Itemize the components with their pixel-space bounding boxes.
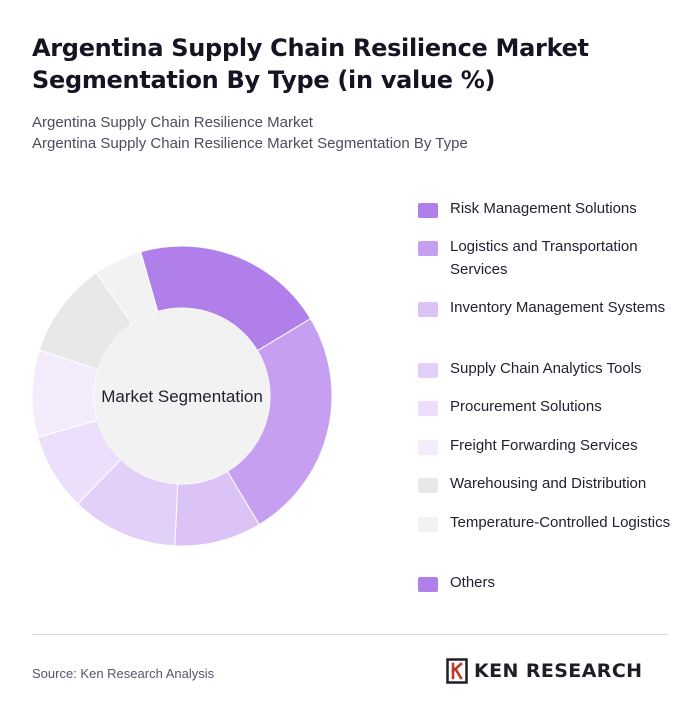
legend-item-freight-forwarding: Freight Forwarding Services (418, 435, 688, 458)
legend-swatch (418, 401, 438, 416)
legend-swatch (418, 577, 438, 592)
legend-swatch (418, 478, 438, 493)
donut-hole (94, 308, 270, 484)
ken-research-k-icon (446, 658, 468, 684)
legend-swatch (418, 302, 438, 317)
donut-slice-2 (226, 318, 333, 526)
legend-item-inventory-management: Inventory Management Systems (418, 297, 688, 320)
legend-swatch (418, 203, 438, 218)
legend-label: Inventory Management Systems (450, 299, 666, 316)
legend-swatch (418, 517, 438, 532)
legend-item-logistics-transportation: Logistics and Transportation Services (418, 236, 688, 281)
brand-name: KEN RESEARCH (474, 660, 643, 682)
donut-center-label: Market Segmentation (101, 387, 263, 406)
legend-item-risk-management: Risk Management Solutions (418, 198, 688, 221)
legend-item-temperature-controlled: Temperature-Controlled Logistics (418, 512, 688, 535)
legend-label: Risk Management Solutions (450, 200, 637, 217)
source-note: Source: Ken Research Analysis (32, 666, 215, 681)
donut-chart: Market Segmentation (31, 245, 333, 547)
chart-title: Argentina Supply Chain Resilience Market… (32, 34, 589, 94)
brand-logo: KEN RESEARCH (446, 658, 642, 684)
legend-label: Supply Chain Analytics Tools (450, 360, 642, 377)
legend-label: Procurement Solutions (450, 398, 602, 415)
legend-item-procurement: Procurement Solutions (418, 396, 688, 419)
legend-label: Logistics and Transportation Services (450, 238, 638, 278)
legend-item-warehousing: Warehousing and Distribution (418, 473, 688, 496)
chart-subtitle-line-2: Argentina Supply Chain Resilience Market… (32, 135, 468, 152)
legend-label: Freight Forwarding Services (450, 437, 638, 454)
legend-swatch (418, 440, 438, 455)
chart-subtitle-line-1: Argentina Supply Chain Resilience Market (32, 114, 313, 131)
legend-label: Temperature-Controlled Logistics (450, 514, 671, 531)
legend-label: Others (450, 574, 496, 591)
legend-swatch (418, 363, 438, 378)
legend-label: Warehousing and Distribution (450, 475, 647, 492)
legend-item-others: Others (418, 572, 688, 595)
legend-item-analytics-tools: Supply Chain Analytics Tools (418, 358, 688, 381)
footer-divider (32, 634, 668, 635)
legend-swatch (418, 241, 438, 256)
donut-slices (31, 245, 333, 547)
